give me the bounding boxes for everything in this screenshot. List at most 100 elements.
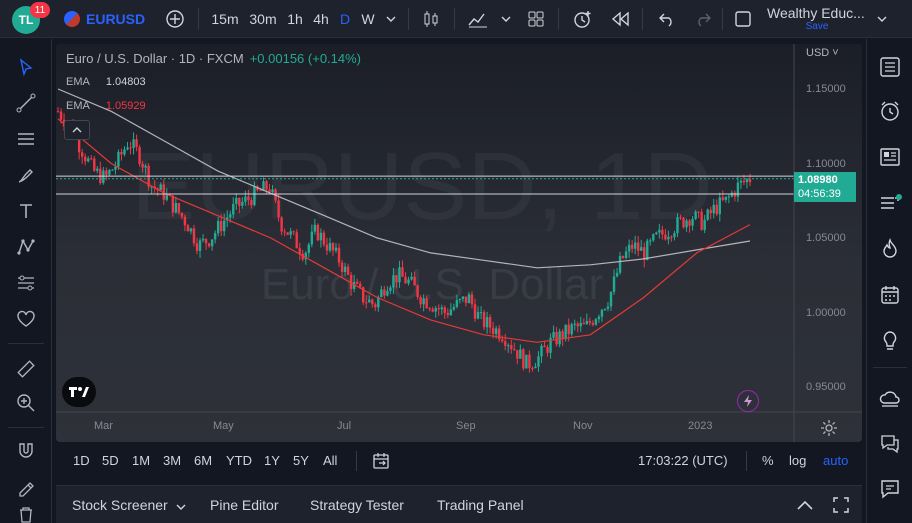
range-all[interactable]: All: [323, 453, 338, 468]
hotlist-fire-icon[interactable]: [876, 235, 904, 263]
ideas-message-icon[interactable]: [876, 475, 904, 503]
lock-drawing-icon[interactable]: [12, 473, 40, 501]
horizontal-lines-icon[interactable]: [12, 125, 40, 153]
prediction-tool-icon[interactable]: [12, 269, 40, 297]
candle-body: [346, 266, 350, 275]
ema-legend-2[interactable]: EMA 1.05929: [66, 100, 146, 112]
cloud-streams-icon[interactable]: [876, 385, 904, 413]
tab-stock-screener[interactable]: Stock Screener: [72, 497, 168, 513]
pattern-icon[interactable]: [12, 233, 40, 261]
candle-body: [664, 234, 667, 240]
candle-body: [253, 186, 256, 206]
candle-body: [703, 219, 706, 230]
candle-body: [292, 231, 295, 233]
undo-icon[interactable]: [654, 0, 680, 38]
zoom-in-icon[interactable]: [12, 389, 40, 417]
range-ytd[interactable]: YTD: [226, 453, 252, 468]
candles-chart-type-icon[interactable]: [418, 0, 444, 38]
ruler-icon[interactable]: [12, 355, 40, 383]
chat-icon[interactable]: [876, 429, 904, 457]
price-chart[interactable]: EURUSD, 1D Euro / U.S. Dollar: [56, 44, 862, 442]
candle-body: [606, 306, 610, 309]
layout-grid-icon[interactable]: [522, 0, 550, 38]
chevron-down-icon[interactable]: [498, 0, 514, 38]
layout-name-button[interactable]: Wealthy Educ... Save: [767, 5, 867, 32]
trend-line-icon[interactable]: [12, 89, 40, 117]
tab-strategy-tester[interactable]: Strategy Tester: [310, 497, 404, 513]
brush-icon[interactable]: [12, 161, 40, 189]
range-1y[interactable]: 1Y: [264, 453, 280, 468]
tab-pine-editor[interactable]: Pine Editor: [210, 497, 279, 513]
candle-body: [603, 308, 607, 310]
range-6m[interactable]: 6M: [194, 453, 213, 468]
chevron-up-icon[interactable]: [796, 498, 814, 516]
tab-trading-panel[interactable]: Trading Panel: [437, 497, 524, 513]
go-to-date-icon[interactable]: [372, 452, 390, 473]
interval-1h[interactable]: 1h: [287, 10, 303, 27]
chart-canvas[interactable]: EURUSD, 1D Euro / U.S. Dollar: [56, 44, 862, 442]
price-axis-currency[interactable]: USD ˅: [806, 47, 839, 59]
toolbar-divider: [454, 8, 455, 30]
candle-body: [201, 238, 205, 241]
interval-w[interactable]: W: [361, 10, 375, 27]
tradingview-logo[interactable]: [62, 377, 96, 407]
chart-settings-gear-icon[interactable]: [820, 419, 838, 437]
collapse-legend-button[interactable]: [64, 120, 90, 140]
redo-icon[interactable]: [690, 0, 716, 38]
trash-icon[interactable]: [12, 507, 40, 523]
range-5y[interactable]: 5Y: [293, 453, 309, 468]
toolbar-divider: [873, 367, 907, 368]
range-1d[interactable]: 1D: [73, 453, 90, 468]
candle-body: [126, 147, 129, 150]
fullscreen-toggle-icon[interactable]: [730, 0, 756, 38]
candle-body: [162, 184, 165, 200]
lightbulb-icon[interactable]: [876, 327, 904, 355]
interval-15m[interactable]: 15m: [211, 10, 239, 27]
watermark-symbol: EURUSD, 1D: [131, 133, 712, 240]
interval-4h[interactable]: 4h: [313, 10, 329, 27]
indicators-icon[interactable]: [464, 0, 492, 38]
alarm-clock-icon[interactable]: [876, 97, 904, 125]
watchlist-icon[interactable]: [876, 53, 904, 81]
candle-body: [316, 224, 320, 241]
log-scale-toggle[interactable]: log: [789, 453, 807, 468]
text-tool-icon[interactable]: [12, 197, 40, 225]
range-3m[interactable]: 3M: [163, 453, 182, 468]
candle-body: [229, 214, 232, 218]
alert-clock-icon[interactable]: [568, 0, 596, 38]
maximize-panel-icon[interactable]: [832, 496, 850, 519]
candle-body: [365, 302, 368, 304]
auto-scale-toggle[interactable]: auto: [823, 453, 849, 468]
replay-icon[interactable]: [606, 0, 634, 38]
candle-body: [446, 312, 450, 316]
chevron-down-icon[interactable]: [176, 499, 186, 517]
range-1m[interactable]: 1M: [132, 453, 151, 468]
news-icon[interactable]: [876, 143, 904, 171]
candle-body: [552, 332, 555, 338]
chevron-down-icon[interactable]: [382, 0, 400, 38]
interval-d[interactable]: D: [339, 10, 351, 27]
ema-legend-1[interactable]: EMA 1.04803: [66, 76, 146, 88]
candle-body: [102, 170, 105, 183]
calendar-icon[interactable]: [876, 281, 904, 309]
magnet-icon[interactable]: [12, 437, 40, 465]
data-window-icon[interactable]: [876, 189, 904, 217]
candle-body: [597, 316, 601, 320]
percent-scale-toggle[interactable]: %: [762, 453, 774, 468]
candle-body: [144, 165, 147, 168]
symbol-search-button[interactable]: EURUSD: [64, 0, 145, 38]
lightning-icon[interactable]: [737, 390, 759, 412]
currency-flag-icon: [64, 11, 80, 27]
candle-body: [425, 298, 428, 309]
range-5d[interactable]: 5D: [102, 453, 119, 468]
cursor-icon[interactable]: [12, 53, 40, 81]
compare-add-icon[interactable]: [162, 0, 188, 38]
candle-body: [673, 233, 676, 238]
candle-body: [319, 232, 323, 241]
interval-30m[interactable]: 30m: [249, 10, 277, 27]
utc-clock[interactable]: 17:03:22 (UTC): [638, 453, 728, 468]
chevron-down-icon[interactable]: [872, 0, 892, 38]
candle-body: [727, 196, 731, 198]
candle-body: [77, 137, 81, 153]
heart-icon[interactable]: [12, 305, 40, 333]
